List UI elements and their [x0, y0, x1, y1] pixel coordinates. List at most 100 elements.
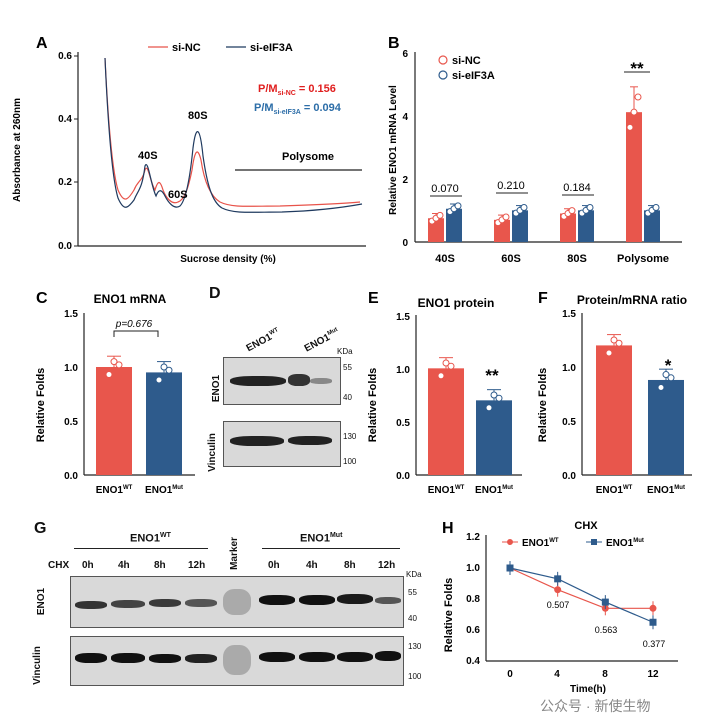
panel-g-marker: 55: [408, 588, 417, 597]
bar-eno1mut: [146, 372, 182, 475]
bar-eno1wt: [428, 368, 464, 475]
panel-c-pvalue: p=0.676: [115, 319, 153, 330]
panel-b-legend-eif3a: si-eIF3A: [452, 70, 495, 82]
panel-h-title: CHX: [574, 520, 598, 532]
panel-h-ylabel: Relative Folds: [443, 578, 455, 653]
pvalue-polysome: **: [630, 59, 644, 78]
data-point: [610, 336, 618, 344]
panel-e-label: E: [368, 290, 379, 307]
panel-a-legend-nc: si-NC: [172, 42, 201, 54]
data-point: [652, 203, 660, 211]
si-nc-trace: [104, 57, 361, 207]
panel-h-xtick: 8: [602, 669, 608, 680]
panel-e-ytick: 1.5: [396, 312, 410, 323]
point-eno1mut: [649, 618, 657, 626]
time-4h-wt: 4h: [118, 560, 130, 571]
panel-h-xlabel: Time(h): [570, 684, 606, 695]
panel-a-label: A: [36, 35, 48, 52]
time-12h-wt: 12h: [188, 560, 206, 571]
vinculin-blot: [223, 421, 341, 467]
panel-g-row-eno1: ENO1: [36, 587, 48, 616]
panel-a-xlabel: Sucrose density (%): [180, 254, 276, 265]
panel-b-label: B: [388, 35, 400, 52]
panel-a-chart: A Absorbance at 260nm 0.0 0.2 0.4 0.6 40…: [12, 35, 366, 265]
halflife-8h: 0.563: [595, 625, 618, 635]
marker-label: Marker: [228, 537, 240, 570]
pm-si-nc: P/Msi-NC = 0.156: [258, 83, 336, 97]
panel-d-label: D: [209, 285, 221, 302]
panel-e-ytick: 0.0: [396, 471, 410, 482]
pvalue-80s: 0.184: [563, 182, 591, 194]
panel-h-ytick: 1.0: [466, 563, 480, 574]
data-point: [502, 213, 510, 221]
bar-polysome-si-nc: [626, 112, 642, 243]
data-point: [110, 358, 118, 366]
panel-f-ytick: 0.5: [562, 417, 576, 428]
data-point: [447, 362, 455, 370]
panel-h-ytick: 0.4: [466, 656, 480, 667]
panel-c-chart: C ENO1 mRNA Relative Folds 0.0 0.5 1.0 1…: [35, 290, 195, 496]
data-point: [155, 376, 163, 384]
panel-f-chart: F Protein/mRNA ratio Relative Folds 0.0 …: [537, 290, 692, 496]
panel-h-ytick: 1.2: [466, 532, 480, 543]
data-point: [437, 372, 445, 380]
panel-c-xtick-mut: ENO1Mut: [145, 485, 183, 496]
panel-d-row-vinculin: Vinculin: [206, 433, 218, 472]
data-point: [615, 339, 623, 347]
panel-f-xtick-wt: ENO1WT: [596, 485, 633, 496]
bar-eno1wt: [96, 367, 132, 475]
panel-c-title: ENO1 mRNA: [94, 292, 167, 306]
panel-e-title: ENO1 protein: [418, 296, 495, 310]
panel-g-kda: KDa: [406, 570, 422, 579]
panel-c-ytick: 0.5: [64, 417, 78, 428]
data-point: [160, 363, 168, 371]
panel-f-ytick: 1.5: [562, 309, 576, 320]
group-wt: ENO1WT: [130, 532, 171, 545]
panel-f-ytick: 0.0: [562, 471, 576, 482]
data-point: [485, 404, 493, 412]
panel-h-xtick: 0: [507, 669, 513, 680]
bar-eno1wt: [596, 345, 632, 475]
bar-60s-si-eif3a: [512, 210, 528, 242]
panel-b-ytick: 0: [402, 238, 408, 249]
panel-a-ytick: 0.0: [58, 241, 72, 252]
panel-g-marker: 130: [408, 642, 422, 651]
time-4h-mut: 4h: [306, 560, 318, 571]
data-point: [626, 123, 634, 131]
data-point: [586, 203, 594, 211]
panel-b-xtick: Polysome: [617, 253, 669, 265]
bar-eno1mut: [476, 400, 512, 475]
panel-e-xtick-wt: ENO1WT: [428, 485, 465, 496]
halflife-12h: 0.377: [643, 639, 666, 649]
panel-b-ytick: 4: [402, 112, 408, 123]
panel-g-blot: G ENO1WT ENO1Mut Marker CHX 0h 4h 8h 12h…: [30, 520, 430, 710]
data-point: [634, 93, 642, 101]
bar-80s-si-eif3a: [578, 210, 594, 242]
chx-label: CHX: [48, 560, 70, 571]
eno1-blot: [223, 357, 341, 405]
panel-f-title: Protein/mRNA ratio: [577, 293, 687, 307]
panel-e-ytick: 1.0: [396, 365, 410, 376]
time-8h-mut: 8h: [344, 560, 356, 571]
panel-a-ytick: 0.6: [58, 51, 72, 62]
panel-f-ylabel: Relative Folds: [537, 368, 549, 443]
panel-c-ytick: 1.5: [64, 309, 78, 320]
point-eno1wt: [554, 586, 562, 594]
data-point: [454, 202, 462, 210]
line-eno1wt: [509, 567, 653, 609]
panel-e-xtick-mut: ENO1Mut: [475, 485, 513, 496]
panel-h-legend-mut: ENO1Mut: [606, 538, 644, 549]
chx-vinculin-blot: [70, 636, 404, 686]
point-eno1mut: [554, 575, 562, 583]
data-point: [520, 203, 528, 211]
data-point: [662, 371, 670, 379]
panel-d-marker: 40: [343, 393, 352, 402]
panel-h-xtick: 4: [554, 669, 560, 680]
panel-d-marker: 130: [343, 432, 357, 441]
bar-80s-si-nc: [560, 213, 576, 242]
panel-f-ytick: 1.0: [562, 363, 576, 374]
panel-e-ytick: 0.5: [396, 418, 410, 429]
panel-b-ytick: 2: [402, 175, 408, 186]
panel-b-xtick: 40S: [435, 253, 455, 265]
bar-40s-si-eif3a: [446, 208, 462, 242]
